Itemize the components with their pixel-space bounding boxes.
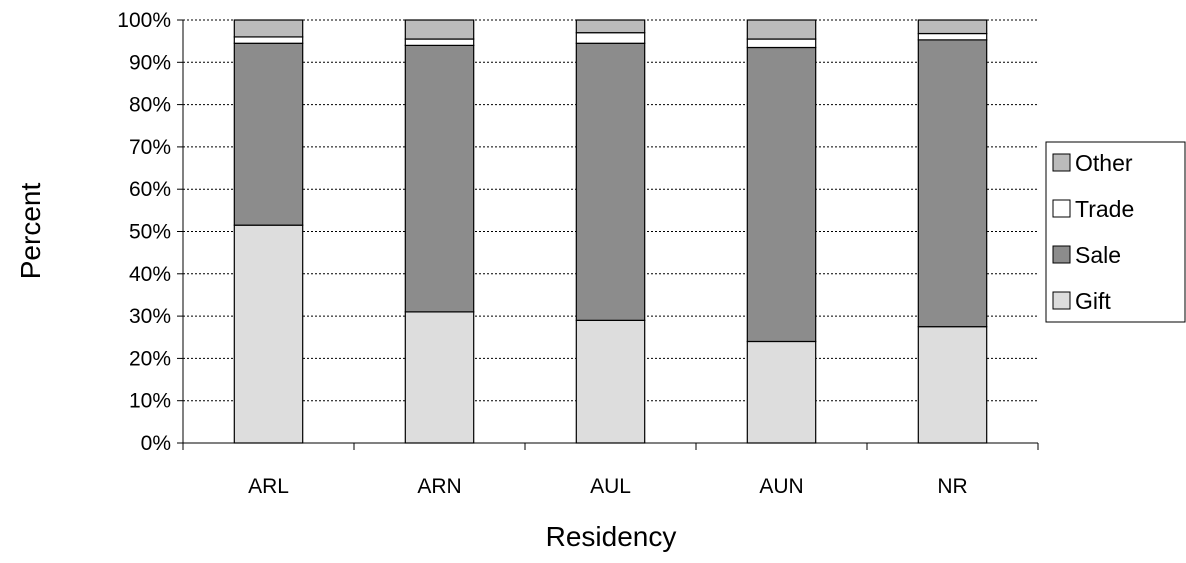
bar-segment-sale-aun (746, 46, 817, 343)
bar-segment-sale-arl (233, 42, 304, 226)
bar-segment-gift-nr (917, 326, 988, 444)
bar-segment-other-aun (746, 19, 817, 40)
gridlines (183, 19, 1038, 402)
bar-segment-sale-arn (404, 44, 475, 313)
y-tick-label: 10% (129, 390, 171, 413)
bar-segment-other-arn (404, 19, 475, 40)
legend-swatch-gift (1052, 291, 1071, 310)
x-tick-label: NR (937, 475, 967, 498)
bar-segment-sale-nr (917, 39, 988, 328)
x-axis-title: Residency (546, 521, 677, 552)
x-tick-label: AUL (590, 475, 631, 498)
y-tick-label: 60% (129, 178, 171, 201)
bar-segment-other-nr (917, 19, 988, 35)
bar-segment-other-aul (575, 19, 646, 34)
bar-segment-gift-arn (404, 311, 475, 444)
bar-segment-other-arl (233, 19, 304, 38)
bar-segment-gift-aun (746, 340, 817, 444)
y-tick-label: 80% (129, 94, 171, 117)
y-tick-label: 20% (129, 347, 171, 370)
bar-segment-gift-aul (575, 319, 646, 444)
y-axis-title: Percent (15, 183, 46, 280)
bar-segment-trade-arn (404, 38, 475, 46)
bar-segment-trade-arl (233, 36, 304, 44)
bar-segment-trade-aul (575, 32, 646, 44)
legend-label-trade: Trade (1075, 196, 1134, 222)
y-tick-label: 50% (129, 221, 171, 244)
y-tick-label: 30% (129, 305, 171, 328)
x-tick-label: ARL (248, 475, 289, 498)
bar-segment-sale-aul (575, 42, 646, 321)
legend-label-sale: Sale (1075, 242, 1121, 268)
x-tick-label: ARN (417, 475, 461, 498)
y-tick-label: 0% (141, 432, 171, 455)
legend-box (1045, 141, 1186, 323)
legend-label-gift: Gift (1075, 288, 1111, 314)
legend-swatch-trade (1052, 199, 1071, 218)
legend-swatch-sale (1052, 245, 1071, 264)
x-tick-label: AUN (759, 475, 803, 498)
legend: Other Trade Sale Gift (1045, 141, 1186, 323)
bar-segment-trade-aun (746, 38, 817, 49)
y-tick-label: 40% (129, 263, 171, 286)
y-tick-label: 90% (129, 51, 171, 74)
legend-swatch-other (1052, 153, 1071, 172)
legend-label-other: Other (1075, 150, 1133, 176)
axes: 0% 10% 20% 30% 40% 50% 60% 70% 80% 90% 100% ARL ARN A… (117, 9, 1039, 498)
y-tick-label: 100% (117, 9, 171, 32)
y-tick-label: 70% (129, 136, 171, 159)
bar-segment-gift-arl (233, 224, 304, 444)
bars (233, 19, 988, 444)
bar-segment-trade-nr (917, 32, 988, 41)
